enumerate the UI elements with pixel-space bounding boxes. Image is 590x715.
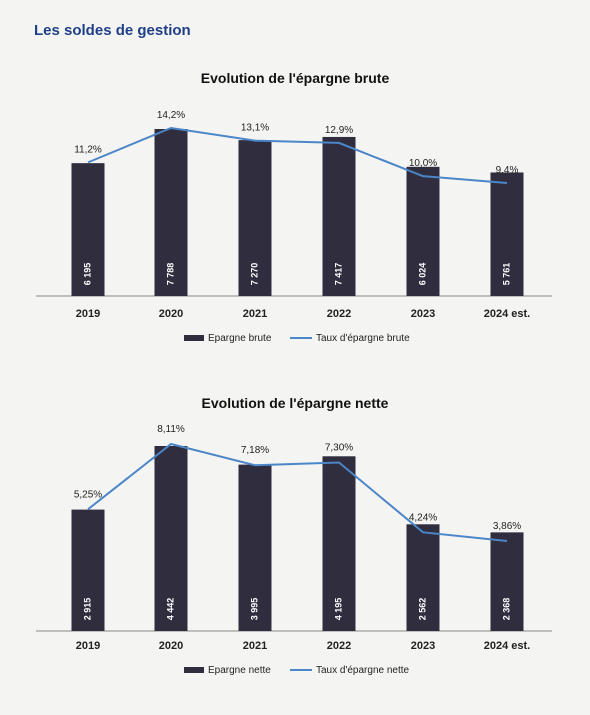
bar-2020 — [154, 446, 188, 631]
legend-bar-swatch — [184, 335, 204, 341]
bar-value-label: 4 442 — [165, 598, 175, 621]
bar-value-label: 3 995 — [249, 598, 259, 621]
bar-2023 — [406, 166, 440, 296]
legend-line-label: Taux d'épargne nette — [316, 665, 410, 676]
legend-bar-label: Epargne brute — [208, 333, 272, 344]
bar-2024est — [490, 172, 524, 296]
bar-2019 — [71, 509, 105, 631]
rate-label: 9,4% — [496, 165, 519, 176]
x-tick-label: 2024 est. — [484, 308, 530, 320]
x-tick-label: 2019 — [76, 640, 100, 652]
rate-label: 12,9% — [325, 125, 353, 136]
rate-line — [87, 126, 508, 184]
rate-label: 14,2% — [157, 110, 185, 121]
legend-bar-swatch — [184, 667, 204, 673]
bar-2021 — [238, 464, 272, 631]
bar-value-label: 7 270 — [249, 263, 259, 286]
bar-value-label: 4 195 — [333, 598, 343, 621]
x-tick-label: 2020 — [159, 640, 183, 652]
x-tick-label: 2023 — [411, 640, 435, 652]
bar-2023 — [406, 524, 440, 631]
x-tick-label: 2022 — [327, 640, 351, 652]
rate-label: 10,0% — [409, 158, 437, 169]
rate-label: 7,30% — [325, 442, 353, 453]
bar-value-label: 6 195 — [82, 263, 92, 286]
bar-value-label: 7 417 — [333, 263, 343, 286]
rate-label: 11,2% — [74, 144, 102, 155]
rate-label: 5,25% — [74, 489, 102, 500]
section-title: Les soldes de gestion — [34, 22, 191, 39]
rate-label: 7,18% — [241, 445, 269, 456]
bar-2019 — [71, 163, 105, 296]
bar-2024est — [490, 532, 524, 631]
bar-2021 — [238, 140, 272, 296]
x-tick-label: 2023 — [411, 308, 435, 320]
x-tick-label: 2022 — [327, 308, 351, 320]
chart-title: Evolution de l'épargne brute — [201, 70, 390, 86]
legend-bar-label: Epargne nette — [208, 665, 271, 676]
bar-2020 — [154, 129, 188, 296]
bar-value-label: 2 562 — [417, 598, 427, 621]
legend-line-label: Taux d'épargne brute — [316, 333, 410, 344]
rate-label: 4,24% — [409, 512, 437, 523]
rate-label: 8,11% — [157, 424, 185, 435]
bar-value-label: 6 024 — [417, 263, 427, 286]
rate-label: 13,1% — [241, 123, 269, 134]
x-tick-label: 2021 — [243, 308, 267, 320]
x-tick-label: 2021 — [243, 640, 267, 652]
bar-value-label: 2 915 — [82, 598, 92, 621]
bar-2022 — [322, 136, 356, 296]
bar-value-label: 7 788 — [165, 263, 175, 286]
chart-epargne-brute: Evolution de l'épargne brute 6 195 7 788 7 … — [36, 70, 552, 344]
bar-value-label: 5 761 — [501, 263, 511, 286]
x-tick-label: 2024 est. — [484, 640, 530, 652]
chart-epargne-nette: Evolution de l'épargne nette 2 915 4 442 3 … — [36, 395, 552, 676]
x-tick-label: 2019 — [76, 308, 100, 320]
x-tick-label: 2020 — [159, 308, 183, 320]
bar-2022 — [322, 456, 356, 631]
rate-line — [87, 442, 508, 542]
bar-value-label: 2 368 — [501, 598, 511, 621]
rate-label: 3,86% — [493, 521, 521, 532]
chart-title: Evolution de l'épargne nette — [202, 395, 389, 411]
